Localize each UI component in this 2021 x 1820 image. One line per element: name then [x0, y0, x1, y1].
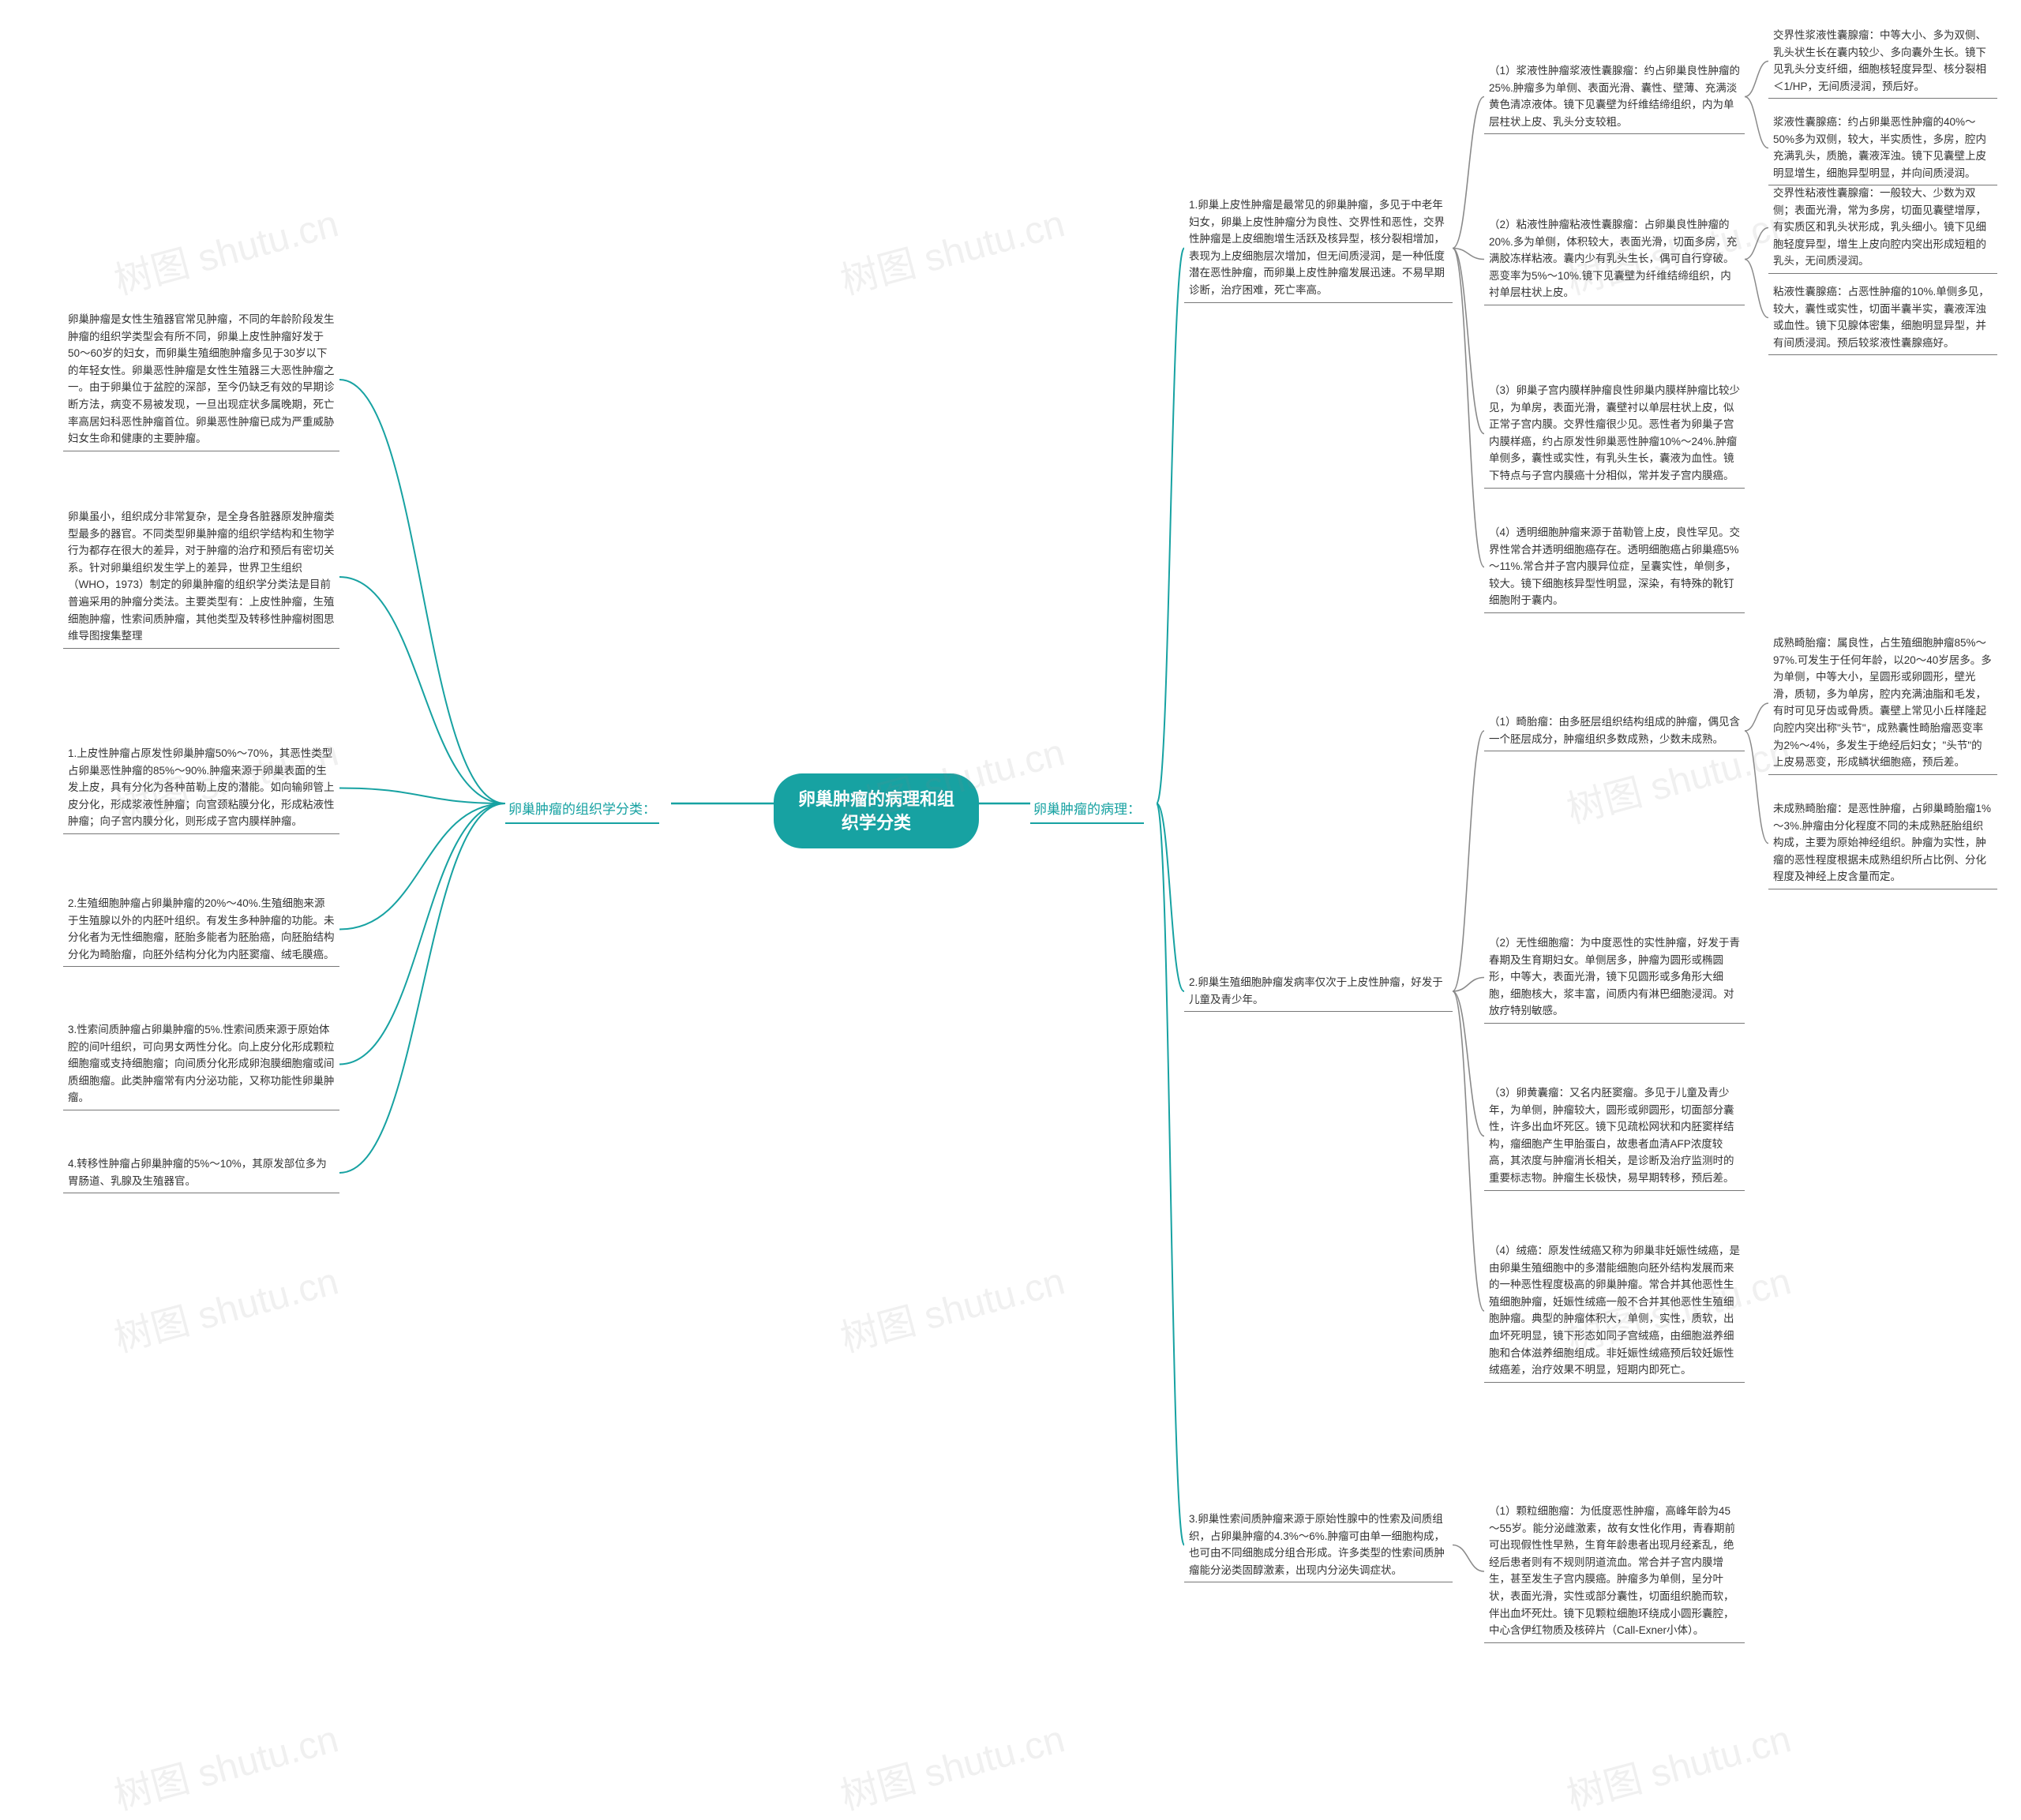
mindmap-node: 2.卵巢生殖细胞肿瘤发病率仅次于上皮性肿瘤，好发于儿童及青少年。 — [1184, 971, 1453, 1012]
mindmap-node: 未成熟畸胎瘤：是恶性肿瘤，占卵巢畸胎瘤1%～3%.肿瘤由分化程度不同的未成熟胚胎… — [1768, 797, 1997, 889]
mindmap-node: 4.转移性肿瘤占卵巢肿瘤的5%～10%，其原发部位多为胃肠道、乳腺及生殖器官。 — [63, 1152, 339, 1193]
mindmap-node: 3.性索间质肿瘤占卵巢肿瘤的5%.性索间质来源于原始体腔的间叶组织，可向男女两性… — [63, 1018, 339, 1110]
mindmap-node: 粘液性囊腺癌：占恶性肿瘤的10%.单侧多见，较大，囊性或实性，切面半囊半实，囊液… — [1768, 280, 1997, 355]
watermark: 树图 shutu.cn — [834, 1708, 1070, 1820]
watermark: 树图 shutu.cn — [1560, 1708, 1796, 1820]
mindmap-node: （2）无性细胞瘤：为中度恶性的实性肿瘤，好发于青春期及生育期妇女。单侧居多，肿瘤… — [1484, 931, 1745, 1024]
mindmap-node: 交界性粘液性囊腺瘤：一般较大、少数为双侧；表面光滑，常为多房，切面见囊壁增厚，有… — [1768, 182, 1997, 274]
mindmap-node: 成熟畸胎瘤：属良性，占生殖细胞肿瘤85%～97%.可发生于任何年龄，以20～40… — [1768, 631, 1997, 775]
mindmap-node: 卵巢虽小，组织成分非常复杂，是全身各脏器原发肿瘤类型最多的器官。不同类型卵巢肿瘤… — [63, 505, 339, 649]
watermark: 树图 shutu.cn — [107, 1708, 343, 1820]
watermark: 树图 shutu.cn — [107, 1250, 343, 1363]
watermark: 树图 shutu.cn — [834, 1250, 1070, 1363]
left-branch-label: 卵巢肿瘤的组织学分类： — [505, 793, 659, 824]
mindmap-node: （4）透明细胞肿瘤来源于苗勒管上皮，良性罕见。交界性常合并透明细胞癌存在。透明细… — [1484, 521, 1745, 613]
mindmap-node: 卵巢肿瘤是女性生殖器官常见肿瘤，不同的年龄阶段发生肿瘤的组织学类型会有所不同，卵… — [63, 308, 339, 451]
center-topic: 卵巢肿瘤的病理和组织学分类 — [774, 773, 979, 848]
mindmap-node: 1.卵巢上皮性肿瘤是最常见的卵巢肿瘤，多见于中老年妇女，卵巢上皮性肿瘤分为良性、… — [1184, 193, 1453, 303]
right-branch-label: 卵巢肿瘤的病理： — [1030, 793, 1144, 824]
mindmap-node: （1）浆液性肿瘤浆液性囊腺瘤：约占卵巢良性肿瘤的25%.肿瘤多为单侧、表面光滑、… — [1484, 59, 1745, 134]
mindmap-node: （3）卵巢子宫内膜样肿瘤良性卵巢内膜样肿瘤比较少见，为单房，表面光滑，囊壁衬以单… — [1484, 379, 1745, 489]
mindmap-node: （4）绒癌：原发性绒癌又称为卵巢非妊娠性绒癌，是由卵巢生殖细胞中的多潜能细胞向胚… — [1484, 1239, 1745, 1383]
mindmap-node: 3.卵巢性索间质肿瘤来源于原始性腺中的性索及间质组织，占卵巢肿瘤的4.3%～6%… — [1184, 1507, 1453, 1582]
mindmap-node: 交界性浆液性囊腺瘤：中等大小、多为双侧、乳头状生长在囊内较少、多向囊外生长。镜下… — [1768, 24, 1997, 99]
mindmap-node: （3）卵黄囊瘤：又名内胚窦瘤。多见于儿童及青少年，为单侧，肿瘤较大，圆形或卵圆形… — [1484, 1081, 1745, 1191]
center-text: 卵巢肿瘤的病理和组织学分类 — [798, 789, 954, 833]
mindmap-node: 浆液性囊腺癌：约占卵巢恶性肿瘤的40%～50%多为双侧，较大，半实质性，多房，腔… — [1768, 110, 1997, 185]
watermark: 树图 shutu.cn — [107, 193, 343, 305]
mindmap-node: 1.上皮性肿瘤占原发性卵巢肿瘤50%～70%，其恶性类型占卵巢恶性肿瘤的85%～… — [63, 742, 339, 834]
watermark: 树图 shutu.cn — [834, 193, 1070, 305]
mindmap-node: 2.生殖细胞肿瘤占卵巢肿瘤的20%～40%.生殖细胞来源于生殖腺以外的内胚叶组织… — [63, 892, 339, 967]
mindmap-node: （1）畸胎瘤：由多胚层组织结构组成的肿瘤，偶见含一个胚层成分，肿瘤组织多数成熟，… — [1484, 710, 1745, 751]
mindmap-node: （2）粘液性肿瘤粘液性囊腺瘤：占卵巢良性肿瘤的20%.多为单侧，体积较大，表面光… — [1484, 213, 1745, 305]
mindmap-node: （1）颗粒细胞瘤：为低度恶性肿瘤，高峰年龄为45～55岁。能分泌雌激素，故有女性… — [1484, 1500, 1745, 1643]
